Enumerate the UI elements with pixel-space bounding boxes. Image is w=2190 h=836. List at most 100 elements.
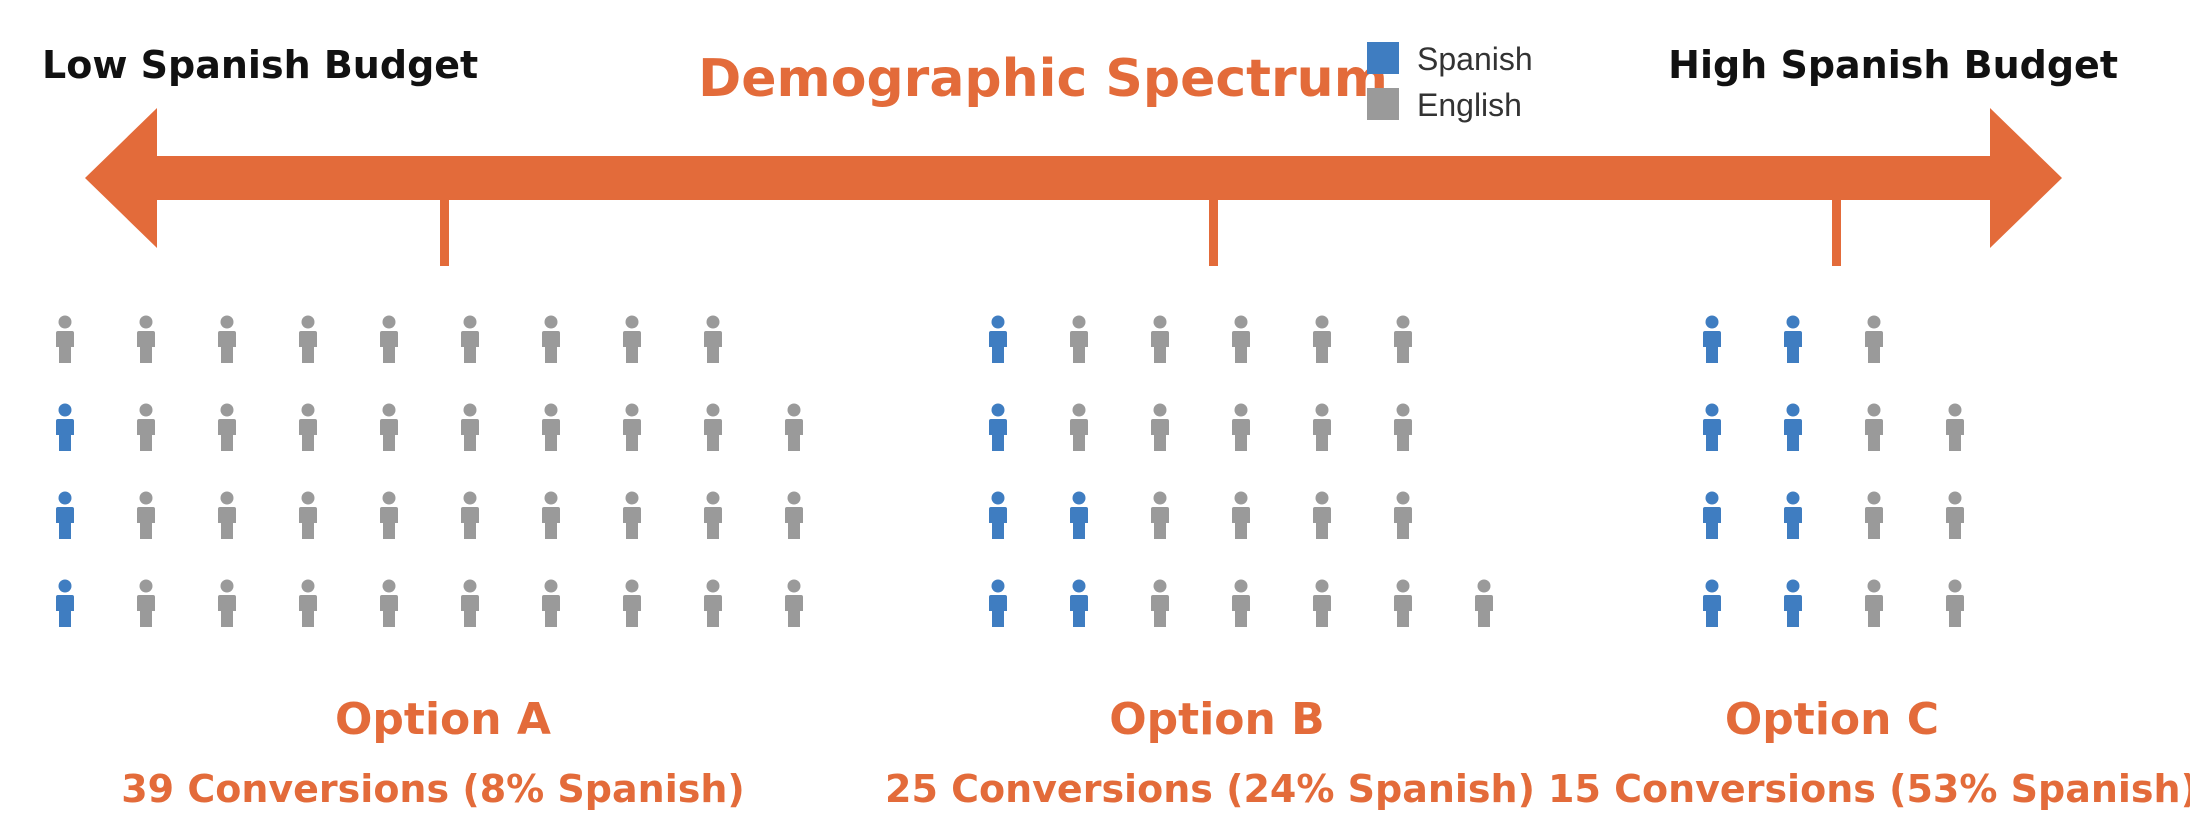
english-person-icon xyxy=(1475,579,1493,627)
english-person-icon xyxy=(785,403,803,451)
spanish-person-icon xyxy=(56,579,74,627)
english-person-icon xyxy=(623,579,641,627)
english-person-icon xyxy=(623,491,641,539)
option-a-people-grid xyxy=(56,315,803,627)
english-person-icon xyxy=(380,579,398,627)
english-person-icon xyxy=(1394,491,1412,539)
legend: Spanish English xyxy=(1367,41,1533,123)
english-person-icon xyxy=(1394,403,1412,451)
spanish-person-icon xyxy=(989,315,1007,363)
english-person-icon xyxy=(461,403,479,451)
option-c-tick xyxy=(1832,196,1841,266)
english-person-icon xyxy=(137,403,155,451)
english-person-icon xyxy=(1151,579,1169,627)
high-spanish-budget-label: High Spanish Budget xyxy=(1668,43,2118,87)
english-person-icon xyxy=(542,315,560,363)
english-person-icon xyxy=(785,579,803,627)
english-person-icon xyxy=(1232,491,1250,539)
option-b-tick xyxy=(1209,196,1218,266)
english-person-icon xyxy=(380,403,398,451)
english-person-icon xyxy=(299,491,317,539)
option-a-tick xyxy=(440,196,449,266)
spectrum-arrow xyxy=(85,108,2062,248)
spanish-person-icon xyxy=(1784,579,1802,627)
spanish-person-icon xyxy=(1703,315,1721,363)
english-person-icon xyxy=(1946,579,1964,627)
english-person-icon xyxy=(1313,491,1331,539)
spanish-person-icon xyxy=(1784,315,1802,363)
english-person-icon xyxy=(1865,315,1883,363)
option-c-name: Option C xyxy=(1725,694,1939,745)
english-person-icon xyxy=(542,491,560,539)
spanish-person-icon xyxy=(1703,579,1721,627)
legend-swatch-english xyxy=(1367,88,1399,120)
english-person-icon xyxy=(380,315,398,363)
english-person-icon xyxy=(704,579,722,627)
english-person-icon xyxy=(137,579,155,627)
english-person-icon xyxy=(299,403,317,451)
spanish-person-icon xyxy=(56,491,74,539)
spanish-person-icon xyxy=(1784,491,1802,539)
english-person-icon xyxy=(623,315,641,363)
english-person-icon xyxy=(1946,403,1964,451)
english-person-icon xyxy=(1313,315,1331,363)
english-person-icon xyxy=(623,403,641,451)
english-person-icon xyxy=(1070,315,1088,363)
english-person-icon xyxy=(704,491,722,539)
english-person-icon xyxy=(1151,491,1169,539)
spanish-person-icon xyxy=(56,403,74,451)
english-person-icon xyxy=(1394,579,1412,627)
english-person-icon xyxy=(461,315,479,363)
spanish-person-icon xyxy=(989,579,1007,627)
english-person-icon xyxy=(1151,403,1169,451)
english-person-icon xyxy=(704,403,722,451)
english-person-icon xyxy=(704,315,722,363)
spanish-person-icon xyxy=(1070,491,1088,539)
spanish-person-icon xyxy=(1784,403,1802,451)
legend-swatch-spanish xyxy=(1367,42,1399,74)
english-person-icon xyxy=(1394,315,1412,363)
english-person-icon xyxy=(218,579,236,627)
english-person-icon xyxy=(1865,491,1883,539)
english-person-icon xyxy=(1865,579,1883,627)
spanish-person-icon xyxy=(989,491,1007,539)
option-a-name: Option A xyxy=(335,694,551,745)
option-b-description: 25 Conversions (24% Spanish) xyxy=(885,767,1535,811)
spanish-person-icon xyxy=(989,403,1007,451)
english-person-icon xyxy=(1151,315,1169,363)
legend-label-english: English xyxy=(1417,87,1522,123)
english-person-icon xyxy=(542,579,560,627)
english-person-icon xyxy=(1313,579,1331,627)
english-person-icon xyxy=(1232,579,1250,627)
option-c-people-grid xyxy=(1703,315,1964,627)
spanish-person-icon xyxy=(1070,579,1088,627)
english-person-icon xyxy=(299,315,317,363)
english-person-icon xyxy=(137,491,155,539)
english-person-icon xyxy=(299,579,317,627)
english-person-icon xyxy=(1232,315,1250,363)
spanish-person-icon xyxy=(1703,403,1721,451)
english-person-icon xyxy=(218,403,236,451)
english-person-icon xyxy=(1232,403,1250,451)
option-b-name: Option B xyxy=(1109,694,1324,745)
english-person-icon xyxy=(380,491,398,539)
option-c-description: 15 Conversions (53% Spanish) xyxy=(1548,767,2190,811)
english-person-icon xyxy=(1313,403,1331,451)
english-person-icon xyxy=(785,491,803,539)
english-person-icon xyxy=(461,579,479,627)
legend-label-spanish: Spanish xyxy=(1417,41,1533,77)
option-b-people-grid xyxy=(989,315,1493,627)
low-spanish-budget-label: Low Spanish Budget xyxy=(42,43,478,87)
english-person-icon xyxy=(461,491,479,539)
english-person-icon xyxy=(56,315,74,363)
english-person-icon xyxy=(542,403,560,451)
english-person-icon xyxy=(1865,403,1883,451)
english-person-icon xyxy=(1946,491,1964,539)
spanish-person-icon xyxy=(1703,491,1721,539)
english-person-icon xyxy=(218,315,236,363)
english-person-icon xyxy=(1070,403,1088,451)
english-person-icon xyxy=(137,315,155,363)
english-person-icon xyxy=(218,491,236,539)
option-a-description: 39 Conversions (8% Spanish) xyxy=(121,767,745,811)
